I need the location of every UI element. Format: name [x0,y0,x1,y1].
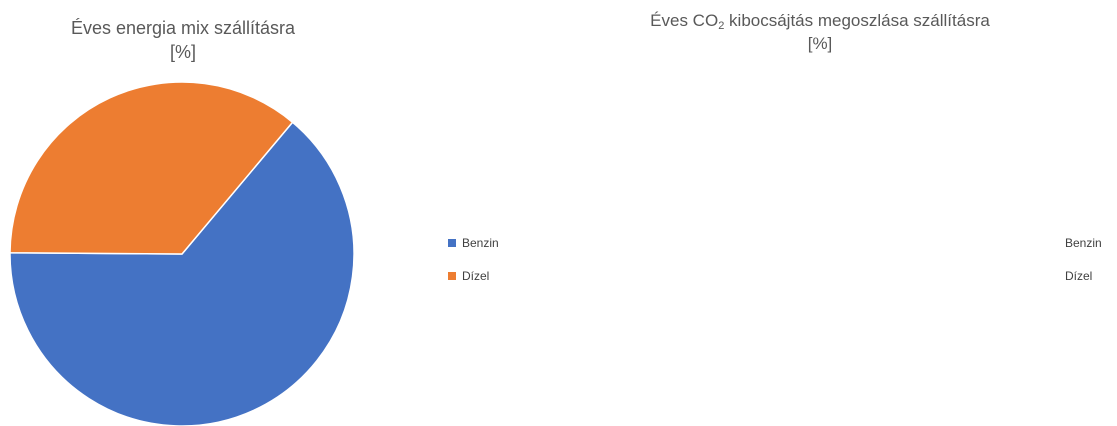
legend-item-dizel: Dízel [448,268,499,301]
chart-title-unit: [%] [807,33,833,53]
pie-slice-dizel [9,81,294,255]
legend-label-benzin: Benzin [462,235,499,250]
legend-label-dizel: Dízel [1065,268,1093,283]
chart-legend: Benzin Dízel [448,235,499,301]
pie-slice-benzin [9,121,355,426]
chart-title-pre: Éves CO [650,11,719,30]
legend-label-benzin: Benzin [1065,235,1102,250]
chart-title: Éves energia mix szállításra [%] [0,16,366,65]
energy-mix-chart: Éves energia mix szállításra [%] Benzin … [0,0,560,426]
legend-swatch-dizel [448,271,456,280]
pie-plot-area [9,81,355,426]
legend-swatch-benzin [448,238,456,247]
chart-legend: Benzin Dízel [1065,235,1102,301]
legend-item-dizel: Dízel [1065,268,1102,301]
chart-title-subscript: 2 [718,20,725,32]
legend-label-dizel: Dízel [462,268,490,283]
chart-title-text: Éves energia mix szállításra [70,18,296,38]
co2-emission-chart: Éves CO2 kibocsájtás megoszlása szállítá… [560,0,1117,423]
legend-item-benzin: Benzin [1065,235,1102,268]
legend-item-benzin: Benzin [448,235,499,268]
chart-title-post: kibocsájtás megoszlása szállításra [724,11,990,30]
chart-title-unit: [%] [169,42,196,63]
chart-title: Éves CO2 kibocsájtás megoszlása szállítá… [580,10,1060,56]
